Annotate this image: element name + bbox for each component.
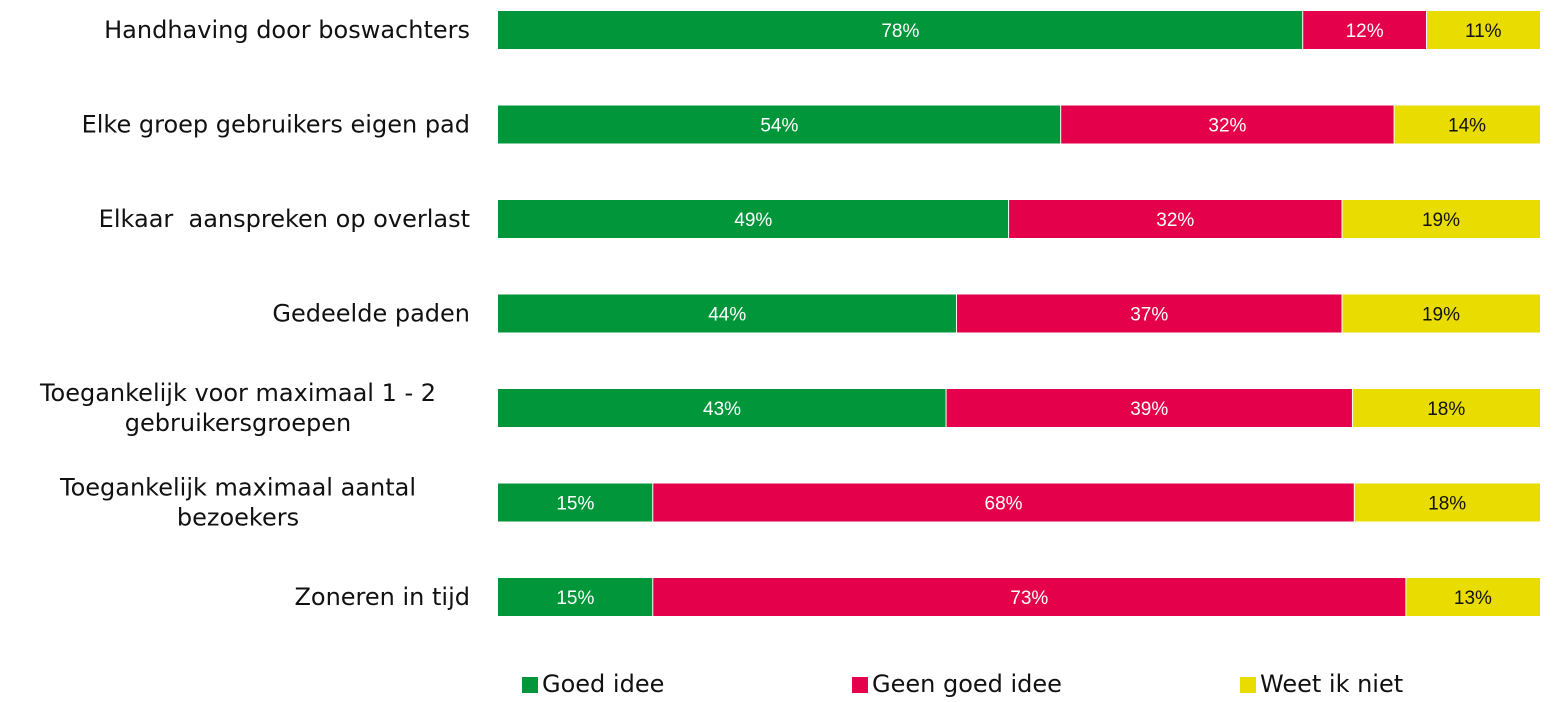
bar-segment [1060, 105, 1395, 144]
bar-segment [1426, 11, 1540, 49]
data-label: 68% [985, 494, 1023, 515]
data-label: 32% [1156, 210, 1194, 231]
category-label: Toegankelijk voor maximaal 1 - 2 gebruike… [39, 379, 436, 437]
legend-label: Weet ik niet [1260, 670, 1403, 698]
category-label-line: Handhaving door boswachters [104, 16, 470, 44]
data-label: 19% [1422, 305, 1460, 326]
bar-segment [956, 294, 1343, 333]
bar-segment [1342, 200, 1540, 238]
category-label: Handhaving door boswachters [104, 16, 470, 44]
category-label-line: bezoekers [177, 504, 299, 532]
legend-swatch [522, 677, 538, 693]
data-label: 39% [1130, 399, 1168, 420]
legend: Goed idee Geen goed idee Weet ik niet [522, 670, 1403, 698]
data-label: 15% [556, 588, 594, 609]
data-label: 49% [734, 210, 772, 231]
category-label-line: Elkaar aanspreken op overlast [99, 205, 470, 233]
bar-segment [498, 294, 957, 333]
bar-segment [498, 105, 1061, 144]
bar-segment [946, 389, 1353, 427]
data-label: 12% [1346, 21, 1384, 42]
bar-segment [1354, 483, 1540, 522]
data-label: 13% [1454, 588, 1492, 609]
data-label: 32% [1208, 116, 1246, 137]
bars-group: 78% 12% 11% 54% 32% 14% 49% 32% 19% 44% 37% 19% 43% 3… [498, 11, 1540, 616]
category-label-line: Gedeelde paden [272, 300, 470, 328]
category-label-line: Toegankelijk maximaal aantal [59, 474, 416, 502]
category-label: Gedeelde paden [272, 300, 470, 328]
bar-segment [1405, 578, 1540, 616]
data-label: 14% [1448, 116, 1486, 137]
bar-segment [498, 200, 1009, 238]
bar-segment [652, 483, 1355, 522]
bar-segment [1352, 389, 1540, 427]
bar-segment [1394, 105, 1540, 144]
bar-segment [498, 578, 653, 616]
bar-segment [1008, 200, 1343, 238]
data-label: 43% [703, 399, 741, 420]
category-label-line: Zoneren in tijd [294, 583, 470, 611]
category-label: Elke groep gebruikers eigen pad [82, 111, 470, 139]
category-label: Elkaar aanspreken op overlast [99, 205, 470, 233]
bar-segment [498, 389, 947, 427]
data-label: 18% [1427, 399, 1465, 420]
legend-swatch [1240, 677, 1256, 693]
data-label: 15% [556, 494, 594, 515]
category-label-line: Toegankelijk voor maximaal 1 - 2 [39, 379, 436, 407]
data-label: 11% [1465, 21, 1502, 42]
data-label: 78% [881, 21, 919, 42]
data-label: 37% [1130, 305, 1168, 326]
data-label: 18% [1428, 494, 1466, 515]
category-label: Toegankelijk maximaal aantal bezoekers [59, 474, 416, 532]
data-label: 19% [1422, 210, 1460, 231]
legend-label: Geen goed idee [872, 670, 1062, 698]
bar-segment [1302, 11, 1427, 49]
category-label-line: gebruikersgroepen [125, 409, 351, 437]
legend-swatch [852, 677, 868, 693]
data-label: 54% [760, 116, 798, 137]
bar-segment [1342, 294, 1540, 333]
category-label: Zoneren in tijd [294, 583, 470, 611]
category-labels-group: Handhaving door boswachters Elke groep ge… [39, 16, 470, 611]
bar-segment [652, 578, 1406, 616]
bar-segment [498, 11, 1303, 49]
data-label: 73% [1010, 588, 1048, 609]
data-label: 44% [708, 305, 746, 326]
category-label-line: Elke groep gebruikers eigen pad [82, 111, 470, 139]
legend-label: Goed idee [542, 670, 664, 698]
bar-segment [498, 483, 653, 522]
